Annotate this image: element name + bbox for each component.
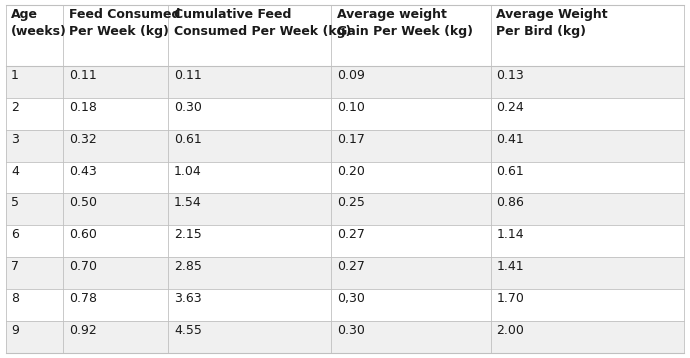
Text: 9: 9 [11, 324, 19, 337]
Text: 5: 5 [11, 196, 19, 209]
Text: 0.43: 0.43 [69, 165, 97, 178]
Text: 0.30: 0.30 [174, 101, 202, 114]
Text: Average weight
Gain Per Week (kg): Average weight Gain Per Week (kg) [337, 8, 473, 38]
Text: 0.20: 0.20 [337, 165, 365, 178]
Text: Cumulative Feed
Consumed Per Week (kg): Cumulative Feed Consumed Per Week (kg) [174, 8, 351, 38]
Text: 0.61: 0.61 [497, 165, 524, 178]
Bar [6, 289, 684, 321]
Text: 0.25: 0.25 [337, 196, 365, 209]
Text: 1.04: 1.04 [174, 165, 201, 178]
Text: 6: 6 [11, 228, 19, 241]
Text: 0.50: 0.50 [69, 196, 97, 209]
Text: 2.85: 2.85 [174, 260, 202, 273]
Text: 1.54: 1.54 [174, 196, 201, 209]
Text: 0.61: 0.61 [174, 133, 201, 146]
Text: 4.55: 4.55 [174, 324, 202, 337]
Bar [6, 130, 684, 161]
Text: 0,30: 0,30 [337, 292, 365, 305]
Text: 0.13: 0.13 [497, 69, 524, 82]
Text: 7: 7 [11, 260, 19, 273]
Text: Average Weight
Per Bird (kg): Average Weight Per Bird (kg) [497, 8, 608, 38]
Text: 2: 2 [11, 101, 19, 114]
Text: 0.11: 0.11 [69, 69, 97, 82]
Text: Feed Consumed
Per Week (kg): Feed Consumed Per Week (kg) [69, 8, 180, 38]
Text: 0.11: 0.11 [174, 69, 201, 82]
Text: 2.15: 2.15 [174, 228, 201, 241]
Text: 8: 8 [11, 292, 19, 305]
Text: 1.14: 1.14 [497, 228, 524, 241]
Text: 1.70: 1.70 [497, 292, 524, 305]
Text: 0.17: 0.17 [337, 133, 365, 146]
Bar [6, 257, 684, 289]
Text: 1: 1 [11, 69, 19, 82]
Text: 3: 3 [11, 133, 19, 146]
Text: 0.09: 0.09 [337, 69, 365, 82]
Text: 2.00: 2.00 [497, 324, 524, 337]
Text: 4: 4 [11, 165, 19, 178]
Text: 0.10: 0.10 [337, 101, 365, 114]
Text: 0.60: 0.60 [69, 228, 97, 241]
Text: 0.92: 0.92 [69, 324, 97, 337]
Bar [6, 193, 684, 225]
Text: 0.78: 0.78 [69, 292, 97, 305]
Bar [6, 5, 684, 66]
Text: Age
(weeks): Age (weeks) [11, 8, 67, 38]
Text: 0.41: 0.41 [497, 133, 524, 146]
Text: 0.24: 0.24 [497, 101, 524, 114]
Text: 0.32: 0.32 [69, 133, 97, 146]
Text: 0.18: 0.18 [69, 101, 97, 114]
Bar [6, 98, 684, 130]
Bar [6, 162, 684, 193]
Text: 1.41: 1.41 [497, 260, 524, 273]
Bar [6, 321, 684, 353]
Text: 0.30: 0.30 [337, 324, 365, 337]
Text: 0.70: 0.70 [69, 260, 97, 273]
Bar [6, 66, 684, 98]
Bar [6, 225, 684, 257]
Text: 0.86: 0.86 [497, 196, 524, 209]
Text: 0.27: 0.27 [337, 260, 365, 273]
Text: 0.27: 0.27 [337, 228, 365, 241]
Text: 3.63: 3.63 [174, 292, 201, 305]
